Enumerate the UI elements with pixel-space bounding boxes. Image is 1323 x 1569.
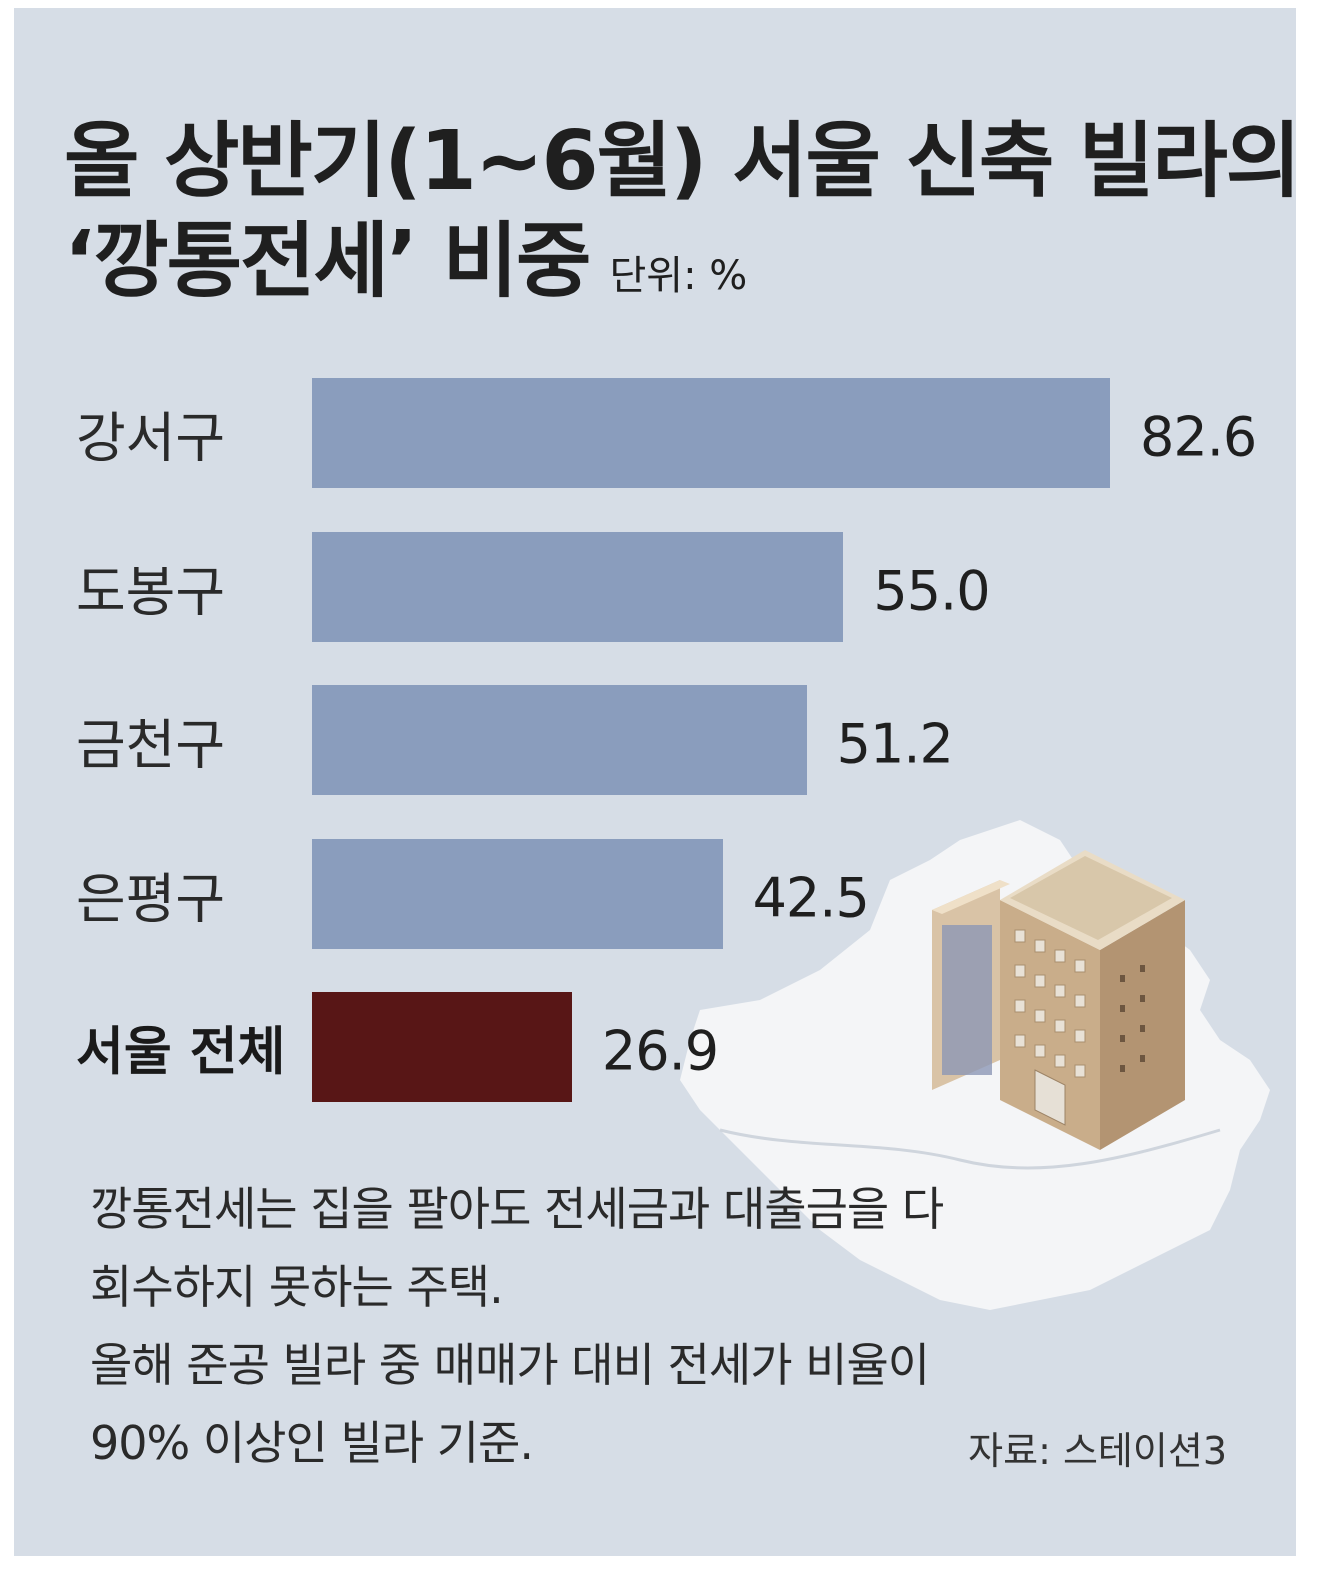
title-line-2: ‘깡통전세’ 비중 단위: % bbox=[64, 212, 1299, 326]
value-label: 51.2 bbox=[836, 712, 954, 776]
category-label: 강서구 bbox=[76, 406, 226, 470]
chart-title: 올 상반기(1~6월) 서울 신축 빌라의 ‘깡통전세’ 비중 단위: % bbox=[64, 112, 1301, 326]
bar bbox=[312, 838, 723, 949]
bar bbox=[312, 685, 807, 795]
value-label: 55.0 bbox=[873, 559, 990, 622]
source-label: 자료: 스테이션3 bbox=[968, 1429, 1227, 1473]
category-label: 은평구 bbox=[76, 867, 226, 930]
value-label: 82.6 bbox=[1140, 405, 1257, 469]
footnote-line-2: 회수하지 못하는 주택. bbox=[90, 1260, 504, 1314]
footnote-line-3: 올해 준공 빌라 중 매매가 대비 전세가 비율이 bbox=[90, 1338, 930, 1392]
bar bbox=[312, 378, 1110, 488]
category-label: 도봉구 bbox=[76, 560, 226, 623]
footnote-line-4: 90% 이상인 빌라 기준. bbox=[90, 1416, 534, 1470]
title-line-2-text: ‘깡통전세’ 비중 bbox=[64, 214, 591, 309]
value-label: 42.5 bbox=[752, 866, 870, 929]
bar-highlight bbox=[312, 992, 572, 1102]
title-line-1: 올 상반기(1~6월) 서울 신축 빌라의 bbox=[64, 114, 1301, 209]
category-label: 서울 전체 bbox=[76, 1022, 286, 1083]
bar bbox=[312, 531, 844, 642]
value-label: 26.9 bbox=[601, 1019, 719, 1083]
footnote-line-1: 깡통전세는 집을 팔아도 전세금과 대출금을 다 bbox=[90, 1182, 944, 1236]
footnote: 깡통전세는 집을 팔아도 전세금과 대출금을 다 회수하지 못하는 주택. 올해… bbox=[90, 1170, 944, 1482]
category-label: 금천구 bbox=[76, 713, 226, 777]
unit-label: 단위: % bbox=[609, 253, 748, 299]
